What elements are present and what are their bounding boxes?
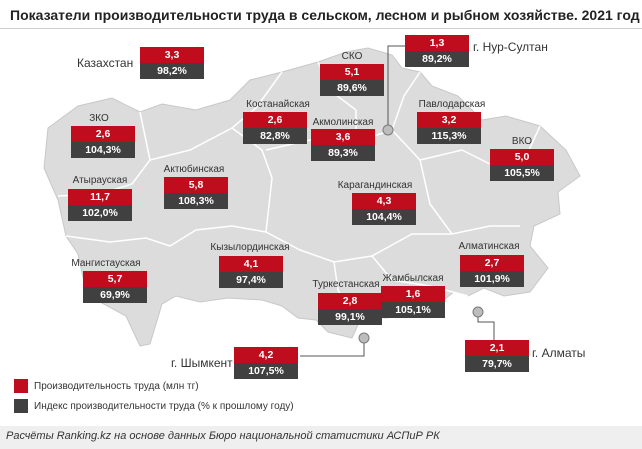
almaty-city-marker [472, 306, 484, 318]
index-value: 115,3% [417, 128, 481, 144]
atyrau-label: Атырауская [72, 175, 128, 186]
akmola-label: Акмолинская [312, 117, 374, 128]
index-value: 98,2% [140, 63, 204, 79]
legend-index-label: Индекс производительности труда (% к про… [34, 400, 294, 412]
productivity-value: 2,8 [318, 293, 382, 309]
productivity-value: 5,7 [83, 271, 147, 287]
mangystau-label: Мангистауская [71, 258, 141, 269]
footer-bar: Расчёты Ranking.kz на основе данных Бюро… [0, 426, 642, 449]
index-value: 104,3% [71, 142, 135, 158]
index-value: 104,4% [352, 209, 416, 225]
legend-swatch-red [14, 379, 28, 393]
productivity-value: 3,3 [140, 47, 204, 63]
nursultan-marker [382, 124, 394, 136]
legend-index: Индекс производительности труда (% к про… [14, 399, 294, 413]
zhambyl-values: 1,6 105,1% [381, 286, 445, 318]
kazakhstan-values: 3,3 98,2% [140, 47, 204, 79]
karaganda-values: 4,3 104,4% [352, 193, 416, 225]
productivity-value: 5,1 [320, 64, 384, 80]
index-value: 105,5% [490, 165, 554, 181]
productivity-value: 1,6 [381, 286, 445, 302]
page-title: Показатели производительности труда в се… [10, 7, 640, 23]
karaganda-label: Карагандинская [337, 180, 413, 191]
kyzylorda-values: 4,1 97,4% [219, 256, 283, 288]
productivity-value: 2,7 [460, 255, 524, 271]
productivity-value: 5,8 [164, 177, 228, 193]
legend-productivity: Производительность труда (млн тг) [14, 379, 199, 393]
productivity-value: 4,1 [219, 256, 283, 272]
productivity-value: 4,2 [234, 347, 298, 363]
productivity-value: 11,7 [68, 189, 132, 205]
index-value: 107,5% [234, 363, 298, 379]
akmola-values: 3,6 89,3% [311, 129, 375, 161]
index-value: 108,3% [164, 193, 228, 209]
aktobe-label: Актюбинская [163, 164, 225, 175]
shymkent-label: г. Шымкент [171, 356, 233, 370]
legend-productivity-label: Производительность труда (млн тг) [34, 380, 199, 392]
index-value: 97,4% [219, 272, 283, 288]
vko-label: ВКО [511, 136, 533, 147]
kazakhstan-label: Казахстан [77, 56, 134, 70]
turkestan-label: Туркестанская [312, 279, 380, 290]
index-value: 99,1% [318, 309, 382, 325]
nursultan-label: г. Нур-Султан [473, 40, 548, 54]
vko-values: 5,0 105,5% [490, 149, 554, 181]
turkestan-values: 2,8 99,1% [318, 293, 382, 325]
mangystau-values: 5,7 69,9% [83, 271, 147, 303]
legend-swatch-gray [14, 399, 28, 413]
almaty-region-label: Алматинская [458, 241, 520, 252]
productivity-value: 2,6 [71, 126, 135, 142]
pavlodar-values: 3,2 115,3% [417, 112, 481, 144]
almaty-city-label: г. Алматы [532, 346, 586, 360]
index-value: 89,2% [405, 51, 469, 67]
kyzylorda-label: Кызылординская [210, 242, 290, 253]
zko-label: ЗКО [89, 113, 109, 124]
productivity-value: 2,6 [243, 112, 307, 128]
index-value: 101,9% [460, 271, 524, 287]
pavlodar-label: Павлодарская [418, 99, 486, 110]
shymkent-marker [358, 332, 370, 344]
title-divider [0, 28, 642, 29]
productivity-value: 2,1 [465, 340, 529, 356]
sko-values: 5,1 89,6% [320, 64, 384, 96]
index-value: 79,7% [465, 356, 529, 372]
productivity-value: 5,0 [490, 149, 554, 165]
kostanay-label: Костанайская [246, 99, 310, 110]
productivity-value: 3,6 [311, 129, 375, 145]
index-value: 89,6% [320, 80, 384, 96]
almaty-region-values: 2,7 101,9% [460, 255, 524, 287]
atyrau-values: 11,7 102,0% [68, 189, 132, 221]
source-note: Расчёты Ranking.kz на основе данных Бюро… [6, 430, 440, 442]
sko-label: СКО [341, 51, 363, 62]
shymkent-values: 4,2 107,5% [234, 347, 298, 379]
productivity-value: 4,3 [352, 193, 416, 209]
index-value: 102,0% [68, 205, 132, 221]
index-value: 105,1% [381, 302, 445, 318]
nursultan-values: 1,3 89,2% [405, 35, 469, 67]
aktobe-values: 5,8 108,3% [164, 177, 228, 209]
index-value: 82,8% [243, 128, 307, 144]
index-value: 89,3% [311, 145, 375, 161]
zhambyl-label: Жамбылская [382, 273, 444, 284]
kostanay-values: 2,6 82,8% [243, 112, 307, 144]
almaty-city-values: 2,1 79,7% [465, 340, 529, 372]
productivity-value: 3,2 [417, 112, 481, 128]
index-value: 69,9% [83, 287, 147, 303]
productivity-value: 1,3 [405, 35, 469, 51]
zko-values: 2,6 104,3% [71, 126, 135, 158]
